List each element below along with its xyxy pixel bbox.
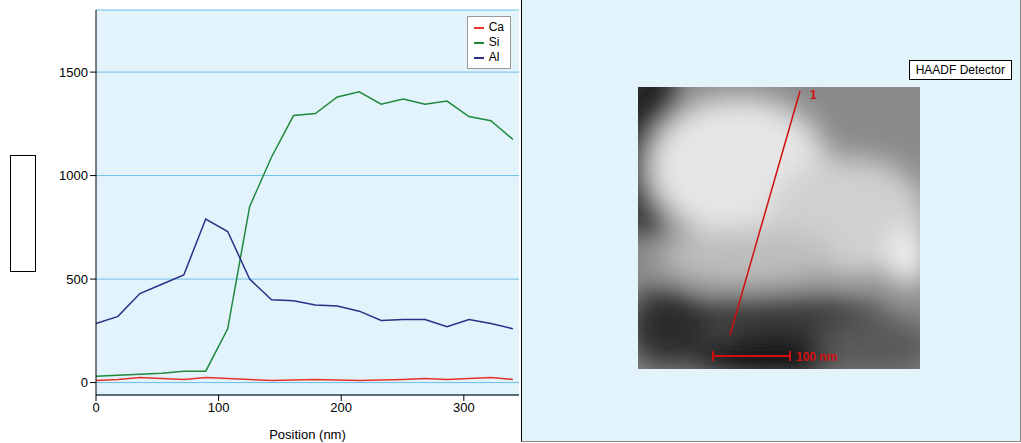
svg-text:0: 0 [92, 400, 99, 415]
svg-text:1500: 1500 [59, 65, 88, 80]
svg-text:500: 500 [66, 272, 88, 287]
svg-text:100: 100 [208, 400, 230, 415]
svg-text:0: 0 [81, 375, 88, 390]
html-text:Si: Si [488, 35, 500, 49]
svg-text:1000: 1000 [59, 168, 88, 183]
html-text:Al: Al [488, 50, 500, 64]
svg-text:1: 1 [810, 88, 817, 102]
svg-text:300: 300 [453, 400, 475, 415]
svg-text:200: 200 [330, 400, 352, 415]
svg-text:Position (nm): Position (nm) [269, 427, 346, 442]
svg-text:100 nm: 100 nm [796, 350, 837, 364]
html-text:HAADF Detector: HAADF Detector [915, 63, 1005, 77]
html-text:Ca: Ca [488, 20, 504, 34]
